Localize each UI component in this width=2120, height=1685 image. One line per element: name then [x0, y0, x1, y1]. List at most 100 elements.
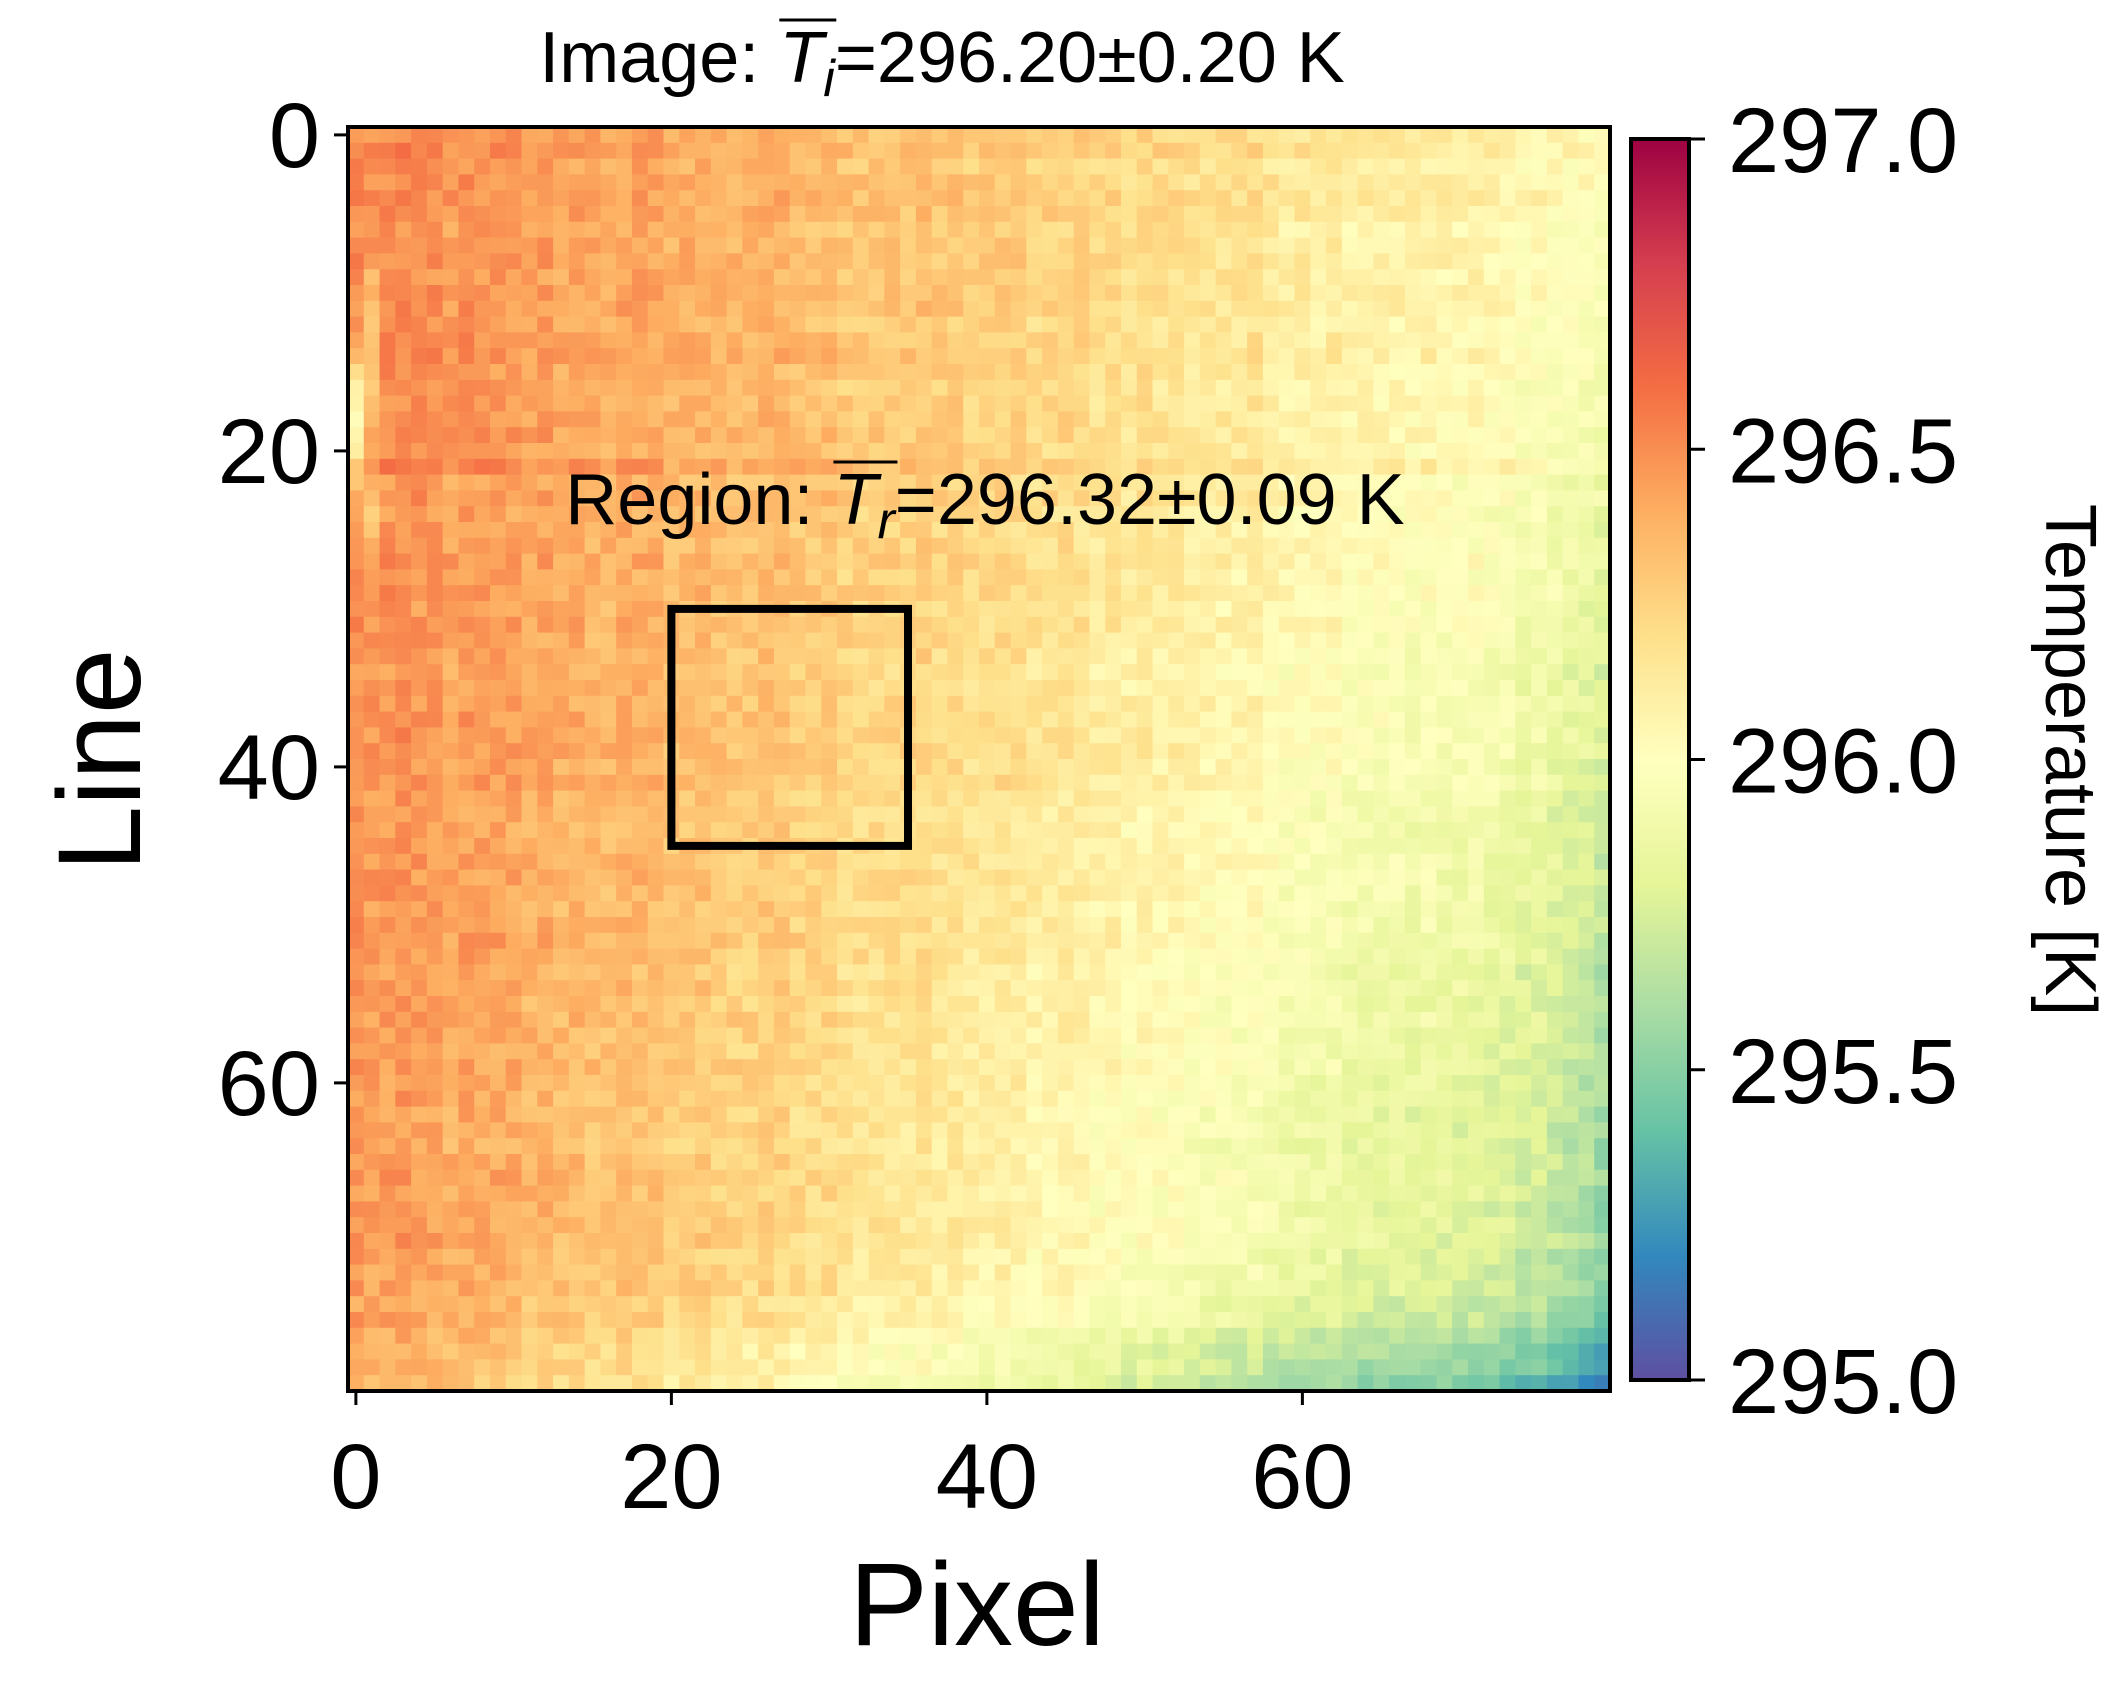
- heatmap-cell: [490, 396, 506, 412]
- heatmap-cell: [916, 1091, 932, 1107]
- heatmap-cell: [616, 870, 632, 886]
- heatmap-cell: [837, 190, 853, 206]
- heatmap-cell: [1231, 727, 1247, 743]
- heatmap-cell: [1358, 680, 1374, 696]
- heatmap-cell: [1436, 538, 1452, 554]
- heatmap-cell: [522, 727, 538, 743]
- heatmap-cell: [1105, 949, 1121, 965]
- heatmap-cell: [380, 443, 396, 459]
- heatmap-cell: [1026, 190, 1042, 206]
- heatmap-cell: [695, 538, 711, 554]
- heatmap-cell: [1058, 301, 1074, 317]
- heatmap-cell: [458, 396, 474, 412]
- heatmap-cell: [742, 332, 758, 348]
- heatmap-cell: [1342, 253, 1358, 269]
- heatmap-cell: [932, 996, 948, 1012]
- heatmap-cell: [1231, 838, 1247, 854]
- heatmap-cell: [1563, 680, 1579, 696]
- heatmap-cell: [1484, 1075, 1500, 1091]
- heatmap-cell: [348, 538, 364, 554]
- heatmap-cell: [979, 712, 995, 728]
- heatmap-cell: [711, 143, 727, 159]
- heatmap-cell: [1058, 253, 1074, 269]
- heatmap-cell: [963, 427, 979, 443]
- heatmap-cell: [490, 933, 506, 949]
- heatmap-cell: [1484, 712, 1500, 728]
- heatmap-cell: [947, 585, 963, 601]
- heatmap-cell: [1200, 1059, 1216, 1075]
- heatmap-cell: [474, 1107, 490, 1123]
- heatmap-cell: [947, 664, 963, 680]
- heatmap-cell: [790, 775, 806, 791]
- heatmap-cell: [837, 206, 853, 222]
- heatmap-cell: [1295, 980, 1311, 996]
- heatmap-cell: [632, 206, 648, 222]
- heatmap-cell: [711, 727, 727, 743]
- heatmap-cell: [1216, 206, 1232, 222]
- heatmap-cell: [443, 332, 459, 348]
- heatmap-cell: [869, 206, 885, 222]
- heatmap-cell: [695, 1012, 711, 1028]
- heatmap-cell: [1153, 1091, 1169, 1107]
- heatmap-cell: [1058, 332, 1074, 348]
- heatmap-cell: [963, 332, 979, 348]
- heatmap-cell: [600, 1059, 616, 1075]
- heatmap-cell: [1089, 206, 1105, 222]
- heatmap-cell: [1531, 933, 1547, 949]
- heatmap-cell: [553, 980, 569, 996]
- heatmap-cell: [664, 538, 680, 554]
- heatmap-cell: [963, 238, 979, 254]
- heatmap-cell: [1074, 348, 1090, 364]
- heatmap-cell: [1074, 554, 1090, 570]
- heatmap-cell: [695, 712, 711, 728]
- heatmap-cell: [1436, 127, 1452, 143]
- heatmap-cell: [1200, 791, 1216, 807]
- heatmap-cell: [979, 396, 995, 412]
- heatmap-cell: [1247, 332, 1263, 348]
- heatmap-cell: [1342, 775, 1358, 791]
- heatmap-cell: [774, 143, 790, 159]
- heatmap-cell: [1089, 174, 1105, 190]
- heatmap-cell: [1405, 174, 1421, 190]
- heatmap-cell: [585, 980, 601, 996]
- heatmap-cell: [727, 317, 743, 333]
- heatmap-cell: [1310, 901, 1326, 917]
- heatmap-cell: [1026, 396, 1042, 412]
- heatmap-cell: [1231, 269, 1247, 285]
- heatmap-cell: [1105, 364, 1121, 380]
- heatmap-cell: [1578, 980, 1594, 996]
- heatmap-cell: [916, 443, 932, 459]
- heatmap-cell: [1547, 822, 1563, 838]
- heatmap-cell: [1184, 317, 1200, 333]
- heatmap-cell: [853, 554, 869, 570]
- heatmap-cell: [1231, 1043, 1247, 1059]
- heatmap-cell: [395, 1012, 411, 1028]
- heatmap-cell: [884, 1043, 900, 1059]
- heatmap-cell: [947, 648, 963, 664]
- heatmap-cell: [1389, 380, 1405, 396]
- heatmap-cell: [837, 143, 853, 159]
- heatmap-cell: [1263, 380, 1279, 396]
- heatmap-cell: [1531, 143, 1547, 159]
- heatmap-cell: [1200, 901, 1216, 917]
- heatmap-cell: [458, 411, 474, 427]
- heatmap-cell: [979, 949, 995, 965]
- heatmap-cell: [490, 1107, 506, 1123]
- heatmap-cell: [947, 727, 963, 743]
- heatmap-cell: [1089, 569, 1105, 585]
- heatmap-cell: [1216, 380, 1232, 396]
- heatmap-cell: [474, 522, 490, 538]
- heatmap-cell: [932, 601, 948, 617]
- heatmap-cell: [1310, 885, 1326, 901]
- heatmap-cell: [932, 775, 948, 791]
- heatmap-cell: [364, 727, 380, 743]
- heatmap-cell: [1295, 648, 1311, 664]
- heatmap-cell: [853, 348, 869, 364]
- heatmap-cell: [1421, 664, 1437, 680]
- heatmap-cell: [1389, 680, 1405, 696]
- heatmap-cell: [1074, 727, 1090, 743]
- heatmap-cell: [1310, 174, 1326, 190]
- heatmap-cell: [1358, 885, 1374, 901]
- heatmap-cell: [869, 949, 885, 965]
- heatmap-cell: [1531, 996, 1547, 1012]
